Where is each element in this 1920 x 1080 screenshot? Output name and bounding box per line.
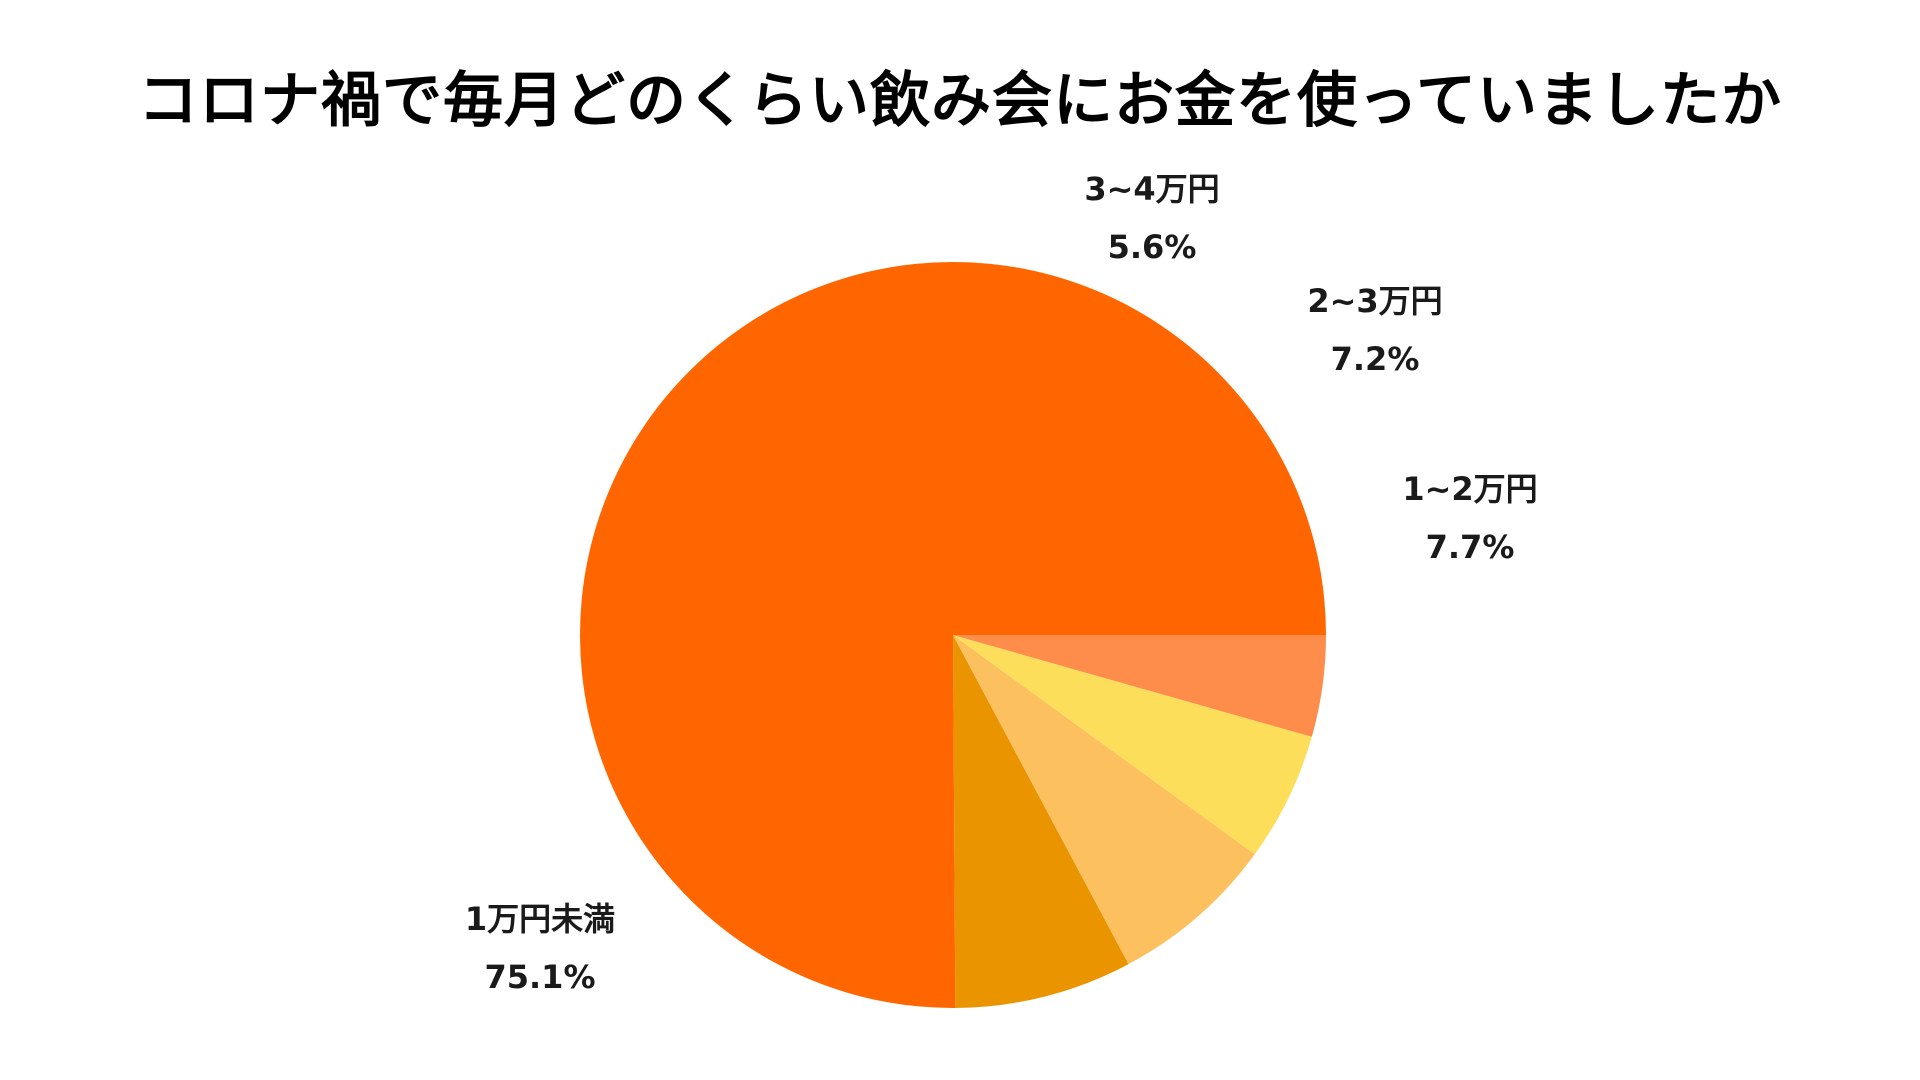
slice-label-0: 1万円未満 — [465, 900, 615, 938]
pie-slice-4 — [953, 635, 1326, 737]
slice-value-label-2: 7.2% — [1331, 340, 1420, 378]
pie-slice-3 — [953, 635, 1312, 855]
slice-value-label-0: 75.1% — [484, 958, 595, 996]
slice-label-1: 1~2万円 — [1402, 470, 1537, 508]
pie-labels: 1万円未満 75.1% 1~2万円 7.7% 2~3万円 7.2% 3~4万円 5.6% — [465, 170, 1538, 996]
slice-value-label-1: 7.7% — [1426, 528, 1515, 566]
pie-slices — [580, 261, 1326, 1008]
pie-slice-1 — [953, 635, 1129, 1008]
chart-title: コロナ禍で毎月どのくらい飲み会にお金を使っていましたか — [138, 66, 1782, 136]
slice-label-2: 2~3万円 — [1307, 282, 1442, 320]
slice-value-label-3: 5.6% — [1108, 228, 1197, 266]
pie-slice-0 — [580, 261, 1326, 1008]
slice-label-3: 3~4万円 — [1084, 170, 1219, 208]
pie-slice-2 — [953, 635, 1255, 965]
